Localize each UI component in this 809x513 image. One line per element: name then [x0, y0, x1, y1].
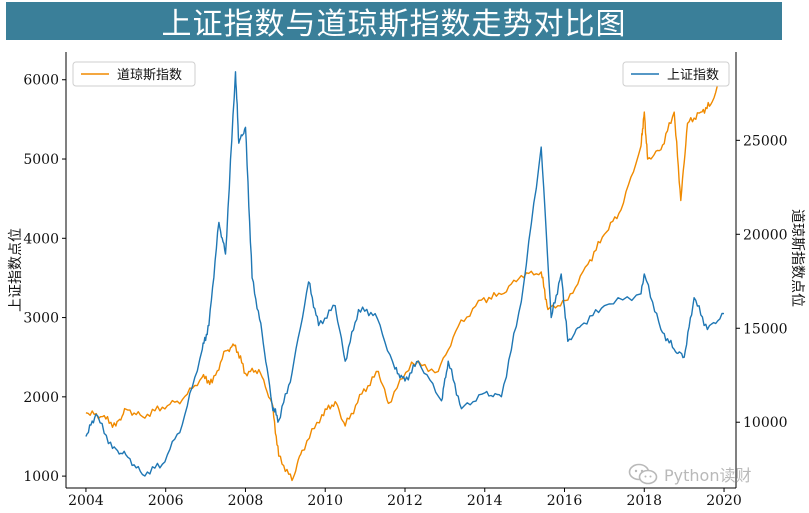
x-tick-label: 2020 [706, 493, 742, 509]
chart-title: 上证指数与道琼斯指数走势对比图 [161, 7, 627, 42]
title-banner: 上证指数与道琼斯指数走势对比图 [6, 2, 782, 42]
x-tick-label: 2010 [307, 493, 343, 509]
y-left-tick-label: 1000 [23, 469, 59, 485]
legend-dji: 道琼斯指数 [72, 61, 196, 87]
legend-sse-label: 上证指数 [667, 68, 719, 83]
x-tick-label: 2012 [387, 493, 423, 509]
y-left-tick-label: 4000 [23, 231, 59, 247]
legend-dji-label: 道琼斯指数 [117, 68, 182, 83]
wechat-icon [628, 463, 658, 485]
y-right-tick-label: 25000 [743, 133, 788, 149]
series-line-sse [85, 71, 725, 477]
legend-sse-box [622, 61, 730, 87]
y-left-tick-label: 3000 [23, 311, 59, 327]
legend-sse: 上证指数 [622, 61, 730, 87]
legend-dji-box [72, 61, 196, 87]
x-tick-label: 2008 [228, 493, 264, 509]
x-tick-label: 2006 [148, 493, 184, 509]
y-left-tick-label: 2000 [23, 390, 59, 406]
x-tick-label: 2004 [68, 493, 104, 509]
x-tick-label: 2018 [626, 493, 662, 509]
y-right-axis-label: 道琼斯指数点位 [789, 209, 805, 307]
watermark-text: Python读财 [664, 466, 752, 485]
y-right-tick-label: 20000 [743, 227, 788, 243]
series-line-dji [85, 68, 725, 482]
x-tick-label: 2014 [467, 493, 503, 509]
y-left-tick-label: 6000 [23, 73, 59, 89]
y-right-tick-label: 15000 [743, 321, 788, 337]
y-right-tick-label: 10000 [743, 415, 788, 431]
x-tick-label: 2016 [547, 493, 583, 509]
watermark: Python读财 [628, 462, 751, 486]
y-left-tick-label: 5000 [23, 152, 59, 168]
y-left-axis-label: 上证指数点位 [8, 228, 24, 312]
